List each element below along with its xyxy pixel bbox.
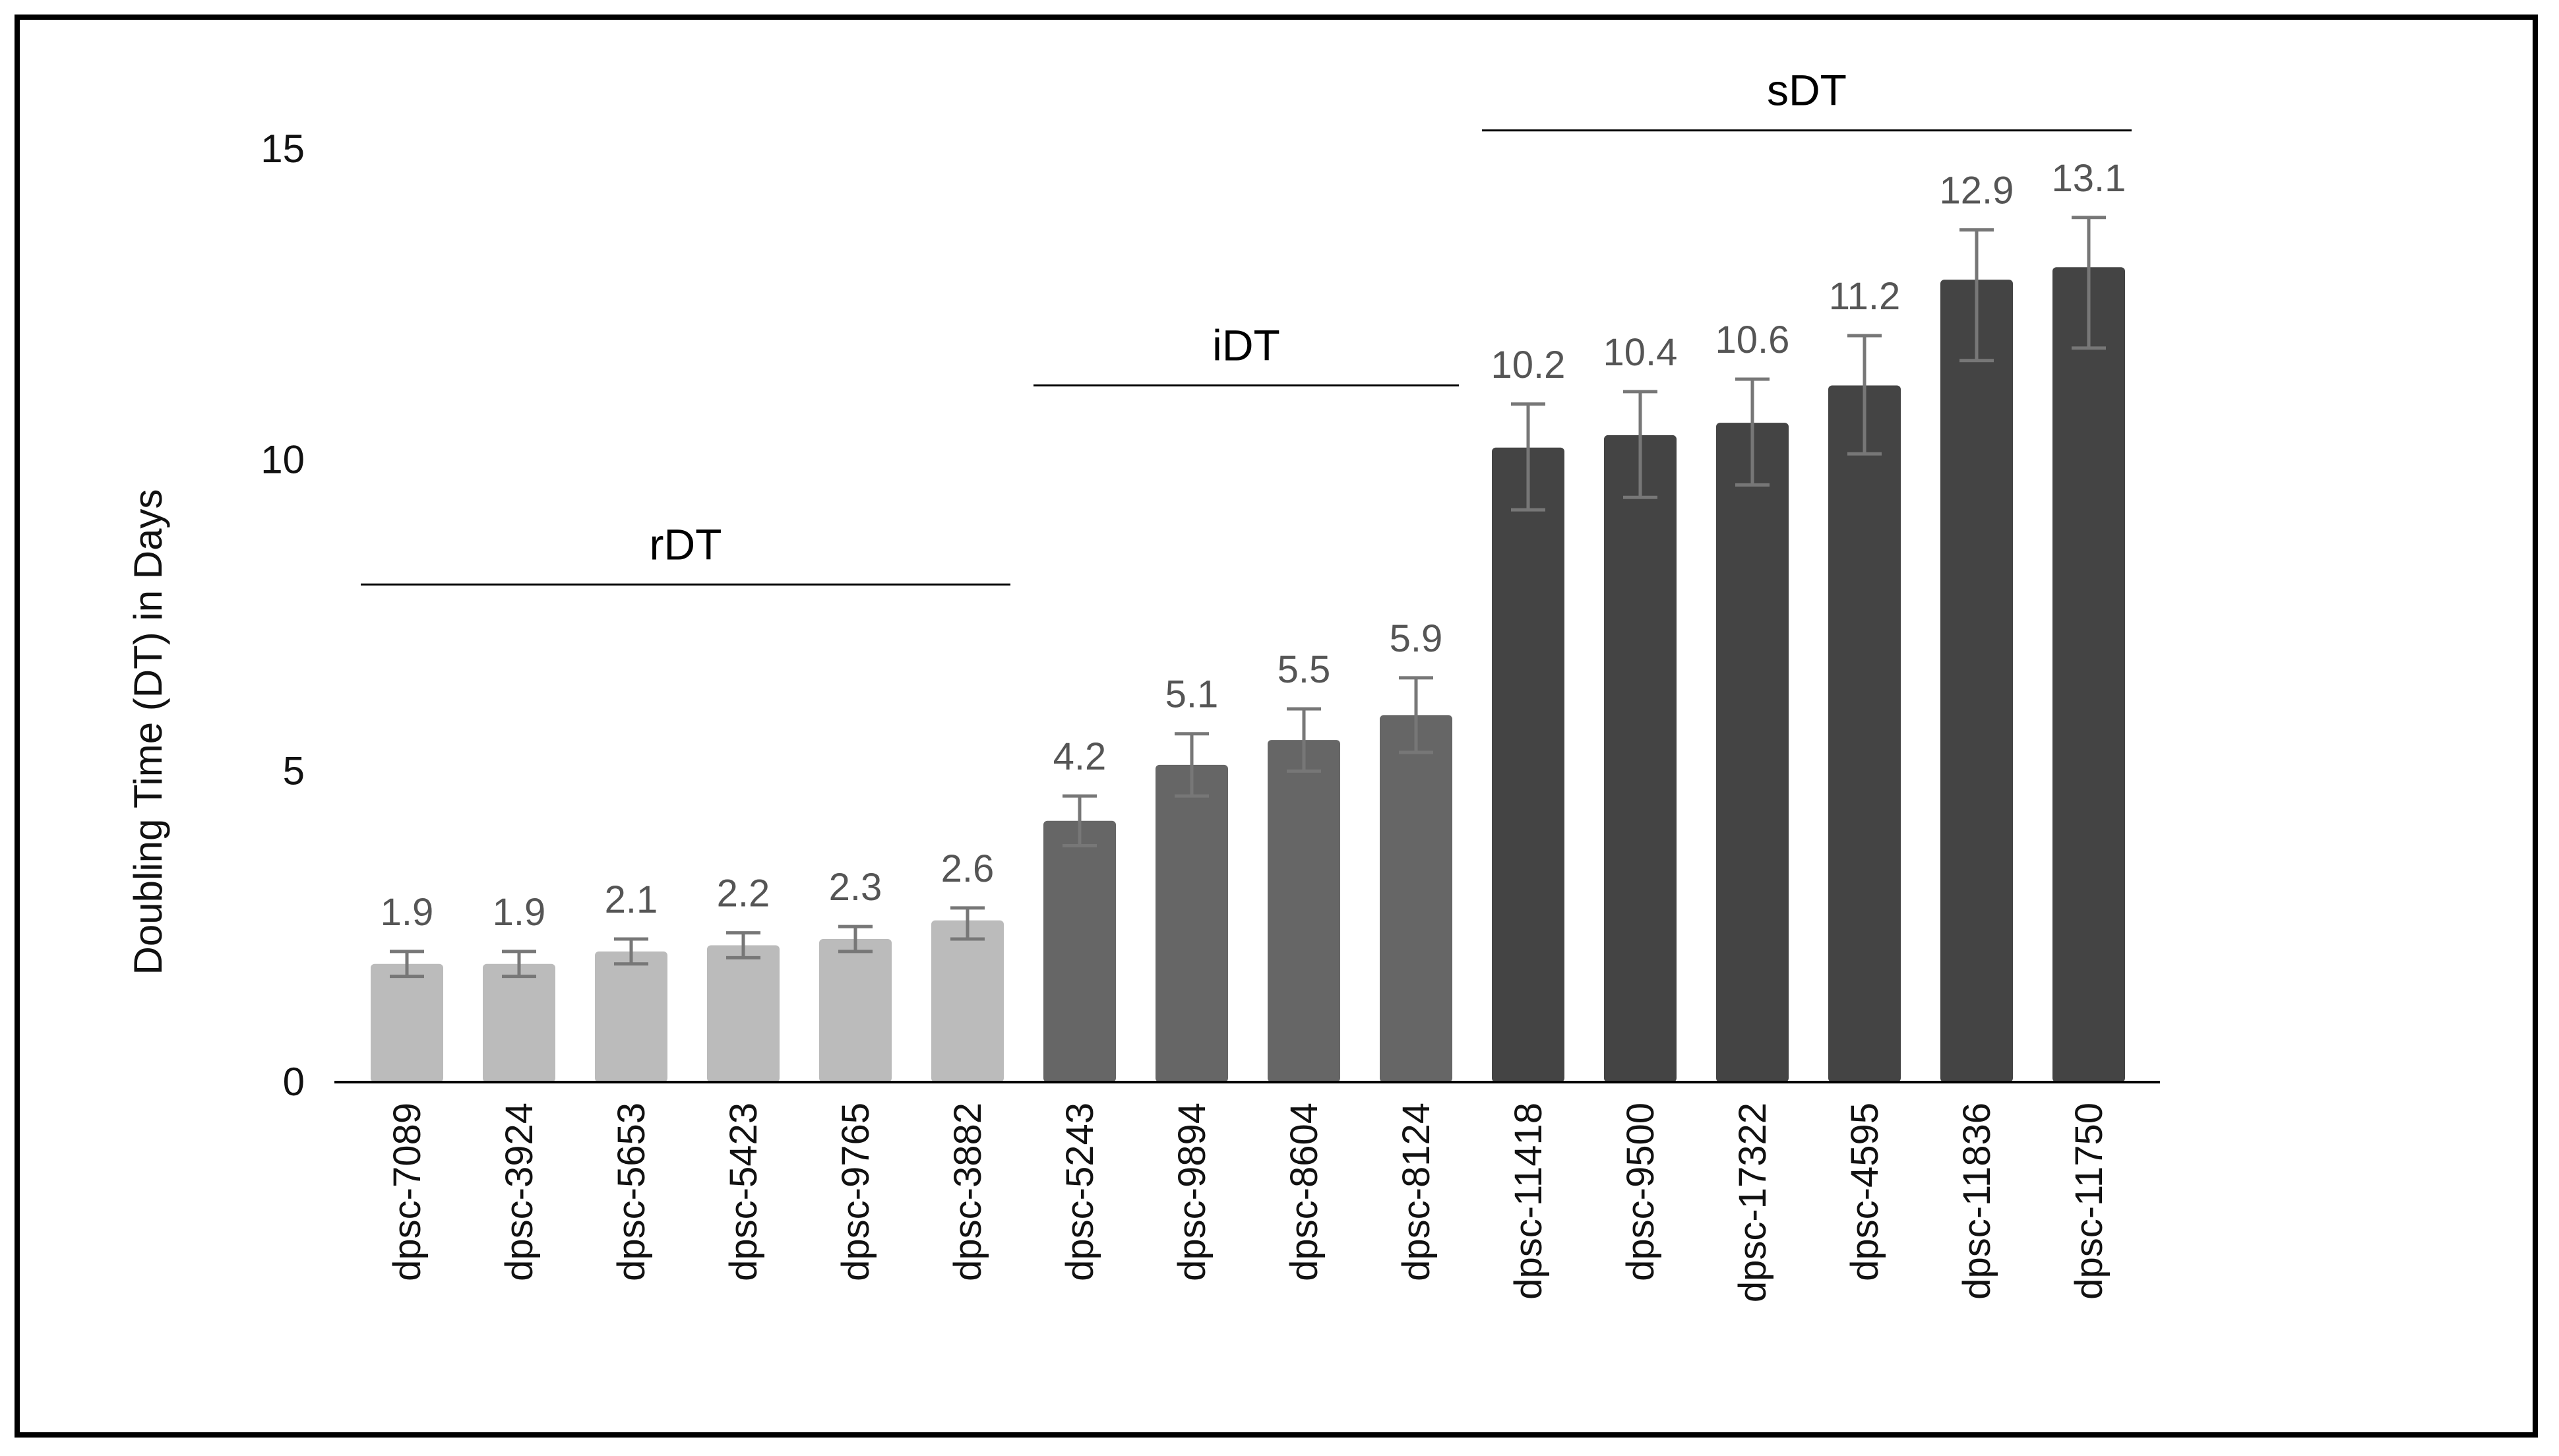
error-bar-dpsc-11750: [2072, 216, 2106, 350]
x-tick-label: dpsc-17322: [1731, 1103, 1774, 1302]
bar-dpsc-5423: [707, 945, 780, 1082]
data-label: 2.6: [941, 847, 995, 890]
error-bars-layer: [390, 216, 2106, 979]
bars-layer: [371, 267, 2125, 1083]
y-tick-label: 15: [261, 127, 305, 171]
x-tick-label: dpsc-4595: [1843, 1103, 1886, 1281]
x-tick-label: dpsc-3882: [946, 1103, 989, 1281]
error-bar-dpsc-11418: [1511, 402, 1545, 512]
error-bar-dpsc-4595: [1847, 334, 1882, 456]
x-tick-label: dpsc-9500: [1619, 1103, 1662, 1281]
error-bar-dpsc-5243: [1063, 794, 1097, 848]
bar-dpsc-4595: [1828, 385, 1901, 1082]
x-tick-labels-layer: dpsc-7089 dpsc-3924 dpsc-5653 dpsc-5423 dpsc…: [386, 1103, 2111, 1302]
x-tick-label: dpsc-3924: [498, 1103, 541, 1281]
y-tick-label: 5: [283, 748, 305, 793]
error-bar-dpsc-9894: [1175, 732, 1209, 798]
group-label-iDT: iDT: [1212, 320, 1280, 369]
error-bar-dpsc-3882: [950, 906, 985, 941]
x-tick-label: dpsc-8124: [1395, 1103, 1438, 1281]
bar-dpsc-9765: [819, 939, 892, 1082]
x-tick-label: dpsc-5243: [1059, 1103, 1101, 1281]
data-label: 2.1: [605, 878, 658, 921]
data-label: 5.1: [1165, 673, 1219, 716]
bar-dpsc-8604: [1268, 740, 1340, 1082]
bar-dpsc-9500: [1604, 435, 1677, 1082]
bar-dpsc-8124: [1380, 715, 1452, 1082]
x-tick-label: dpsc-5653: [610, 1103, 653, 1281]
error-bar-dpsc-17322: [1735, 377, 1770, 487]
bar-dpsc-11836: [1940, 280, 2013, 1083]
x-tick-label: dpsc-9894: [1171, 1103, 1214, 1281]
data-label: 2.2: [717, 872, 770, 915]
x-tick-label: dpsc-9765: [834, 1103, 877, 1281]
error-bar-dpsc-8124: [1399, 676, 1433, 754]
data-label: 10.2: [1491, 344, 1566, 386]
data-label: 5.9: [1390, 617, 1443, 660]
group-brackets-layer: rDT iDT sDT: [361, 66, 2132, 586]
data-label: 1.9: [381, 891, 434, 934]
x-tick-label: dpsc-5423: [722, 1103, 765, 1281]
bar-dpsc-5243: [1043, 820, 1116, 1082]
data-label: 4.2: [1053, 735, 1107, 778]
bar-dpsc-9894: [1156, 764, 1228, 1082]
bar-dpsc-5653: [595, 951, 667, 1082]
bar-dpsc-3924: [483, 963, 555, 1082]
data-labels-layer: 1.9 1.9 2.1 2.2 2.3 2.6 4.2 5.1 5.5 5.9 10.2 10.4 10…: [381, 157, 2126, 934]
group-label-sDT: sDT: [1767, 66, 1847, 115]
error-bar-dpsc-9500: [1623, 390, 1657, 499]
data-label: 10.4: [1603, 331, 1678, 374]
group-label-rDT: rDT: [650, 520, 722, 568]
x-tick-label: dpsc-11836: [1956, 1103, 1998, 1300]
error-bar-dpsc-8604: [1287, 707, 1321, 773]
data-label: 2.3: [829, 866, 882, 909]
error-bar-dpsc-5653: [614, 937, 648, 966]
bar-dpsc-11750: [2052, 267, 2125, 1082]
y-tick-label: 10: [261, 438, 305, 482]
data-label: 5.5: [1278, 648, 1331, 691]
error-bar-dpsc-3924: [502, 950, 536, 979]
y-axis-title: Doubling Time (DT) in Days: [126, 489, 170, 975]
error-bar-dpsc-9765: [838, 925, 873, 954]
y-tick-label: 0: [283, 1060, 305, 1104]
bar-dpsc-17322: [1716, 423, 1789, 1082]
data-label: 10.6: [1715, 318, 1790, 361]
bar-dpsc-7089: [371, 963, 443, 1082]
data-label: 11.2: [1829, 275, 1901, 318]
error-bar-dpsc-5423: [726, 931, 760, 959]
error-bar-dpsc-7089: [390, 950, 424, 979]
x-tick-label: dpsc-7089: [386, 1103, 429, 1281]
x-tick-label: dpsc-11750: [2068, 1103, 2111, 1300]
data-label: 13.1: [2052, 157, 2126, 200]
bar-dpsc-11418: [1492, 447, 1564, 1082]
bar-dpsc-3882: [931, 920, 1004, 1082]
data-label: 12.9: [1940, 169, 2014, 212]
error-bar-dpsc-11836: [1959, 228, 1994, 363]
x-tick-label: dpsc-8604: [1283, 1103, 1326, 1281]
x-tick-label: dpsc-11418: [1507, 1103, 1550, 1300]
y-axis: 0 5 10 15: [261, 127, 305, 1104]
data-label: 1.9: [493, 891, 546, 934]
